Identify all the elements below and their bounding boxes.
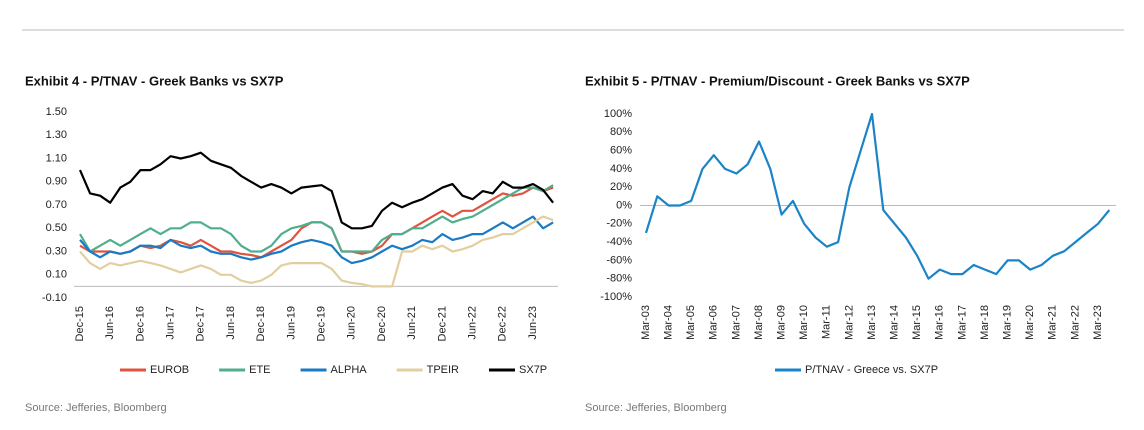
- x-tick-label: Mar-19: [1002, 305, 1014, 340]
- x-tick-label: Jun-23: [527, 306, 539, 340]
- series-line: [78, 151, 554, 230]
- x-tick-label: Jun-18: [225, 306, 237, 340]
- y-tick-label: -100%: [600, 291, 632, 303]
- y-tick-label: 1.10: [46, 152, 67, 164]
- x-tick-label: Mar-07: [730, 305, 742, 340]
- x-tick-label: Mar-06: [708, 305, 720, 340]
- chart-title: Exhibit 4 - P/TNAV - Greek Banks vs SX7P: [25, 73, 284, 88]
- x-tick-label: Mar-10: [798, 305, 810, 340]
- x-tick-label: Dec-20: [376, 306, 388, 341]
- x-tick-label: Jun-21: [406, 306, 418, 340]
- x-tick-label: Mar-20: [1024, 305, 1036, 340]
- y-tick-label: 100%: [604, 108, 632, 120]
- y-tick-label: 0%: [616, 199, 632, 211]
- x-tick-label: Mar-14: [889, 305, 901, 340]
- series-line: [79, 215, 554, 265]
- x-tick-label: Dec-17: [195, 306, 207, 341]
- x-tick-label: Mar-23: [1092, 305, 1104, 340]
- y-tick-label: 20%: [610, 181, 632, 193]
- x-tick-label: Mar-13: [866, 305, 878, 340]
- legend-label: SX7P: [519, 364, 547, 376]
- x-tick-label: Dec-16: [134, 306, 146, 341]
- y-tick-label: -40%: [606, 236, 632, 248]
- x-tick-label: Mar-11: [821, 305, 833, 339]
- y-tick-label: -20%: [606, 218, 632, 230]
- x-tick-label: Dec-19: [316, 306, 328, 341]
- legend-label: ETE: [249, 364, 270, 376]
- chart-title: Exhibit 5 - P/TNAV - Premium/Discount - …: [585, 73, 970, 88]
- x-tick-label: Mar-16: [934, 305, 946, 340]
- source: Source: Jefferies, Bloomberg: [25, 402, 167, 414]
- x-tick-label: Mar-05: [685, 305, 697, 340]
- x-tick-label: Dec-15: [74, 306, 86, 341]
- x-tick-label: Jun-22: [467, 306, 479, 340]
- x-tick-label: Mar-04: [663, 305, 675, 340]
- x-tick-label: Dec-21: [436, 306, 448, 341]
- x-tick-label: Jun-16: [104, 306, 116, 340]
- y-tick-label: 0.90: [46, 176, 67, 188]
- x-tick-label: Mar-15: [911, 305, 923, 340]
- y-tick-label: 60%: [610, 145, 632, 157]
- x-tick-label: Jun-19: [285, 306, 297, 340]
- x-tick-label: Mar-17: [956, 305, 968, 340]
- x-tick-label: Mar-09: [776, 305, 788, 340]
- x-tick-label: Mar-12: [843, 305, 855, 340]
- x-tick-label: Jun-17: [165, 306, 177, 340]
- series-line: [79, 184, 554, 253]
- y-tick-label: 0.50: [46, 222, 67, 234]
- y-tick-label: 0.30: [46, 245, 67, 257]
- source: Source: Jefferies, Bloomberg: [585, 402, 727, 414]
- x-tick-label: Mar-18: [979, 305, 991, 340]
- y-tick-label: -0.10: [42, 292, 67, 304]
- x-tick-label: Dec-18: [255, 306, 267, 341]
- x-tick-label: Dec-22: [497, 306, 509, 341]
- x-tick-label: Mar-22: [1069, 305, 1081, 340]
- legend-label: ALPHA: [331, 364, 368, 376]
- x-tick-label: Mar-03: [640, 305, 652, 340]
- y-tick-label: 40%: [610, 163, 632, 175]
- x-tick-label: Mar-08: [753, 305, 765, 340]
- y-tick-label: 80%: [610, 126, 632, 138]
- y-tick-label: -60%: [606, 254, 632, 266]
- y-tick-label: -80%: [606, 273, 632, 285]
- series-line: [644, 112, 1111, 280]
- y-tick-label: 1.30: [46, 129, 67, 141]
- x-tick-label: Jun-20: [346, 306, 358, 340]
- y-tick-label: 1.50: [46, 106, 67, 118]
- legend-label: EUROB: [150, 364, 189, 376]
- y-tick-label: 0.70: [46, 199, 67, 211]
- legend-label: P/TNAV - Greece vs. SX7P: [805, 364, 938, 376]
- legend-label: TPEIR: [427, 364, 459, 376]
- x-tick-label: Mar-21: [1047, 305, 1059, 340]
- series-line: [79, 215, 554, 288]
- y-tick-label: 0.10: [46, 269, 67, 281]
